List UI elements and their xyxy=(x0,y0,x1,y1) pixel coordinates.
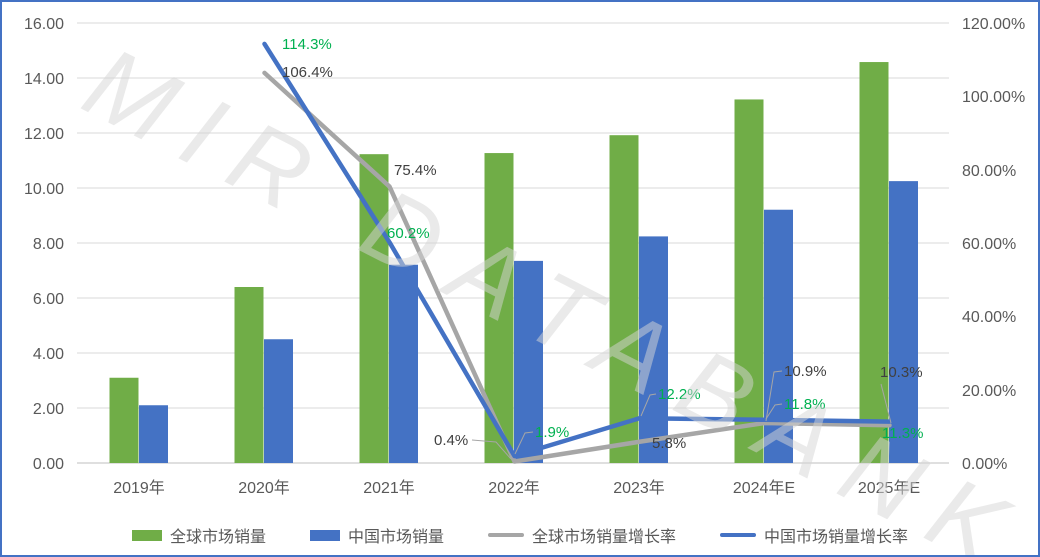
left-axis-tick: 6.00 xyxy=(33,291,64,308)
right-axis-tick: 40.00% xyxy=(962,309,1016,326)
data-label-global-2025: 10.3% xyxy=(880,364,923,381)
left-axis: 16.00 14.00 12.00 10.00 8.00 6.00 4.00 2… xyxy=(24,16,64,473)
bar-china-2022年 xyxy=(514,260,543,463)
chart-legend: 全球市场销量 中国市场销量 全球市场销量增长率 中国市场销量增长率 xyxy=(2,523,1038,547)
left-axis-tick: 14.00 xyxy=(24,71,64,88)
right-axis-tick: 120.00% xyxy=(962,16,1025,33)
data-label-global-2023: 5.8% xyxy=(652,435,686,452)
data-label-global-2020: 106.4% xyxy=(282,64,333,81)
legend-marker-global-bar xyxy=(131,529,162,541)
right-axis-tick: 20.00% xyxy=(962,383,1016,400)
line-series xyxy=(262,41,892,464)
bar-global-2023年 xyxy=(609,135,639,463)
global-growth-line xyxy=(262,70,892,464)
data-label-china-2024: 11.8% xyxy=(784,396,825,413)
x-axis-label: 2022年 xyxy=(488,479,540,497)
leader-global-2024 xyxy=(765,370,783,422)
x-axis: 2019年 2020年 2021年 2022年 2023年 2024年E 202… xyxy=(113,479,920,497)
data-label-china-2025: 11.3% xyxy=(882,425,923,442)
legend-label: 全球市场销量 xyxy=(169,529,266,546)
legend-label: 中国市场销量增长率 xyxy=(764,529,909,546)
legend-marker-china-line xyxy=(720,533,757,537)
bar-china-2020年 xyxy=(264,339,293,463)
data-label-china-2020: 114.3% xyxy=(282,36,332,53)
left-axis-tick: 16.00 xyxy=(24,16,64,33)
global-growth-labels: 106.4% 75.4% 0.4% 5.8% 10.9% 10.3% xyxy=(282,64,923,452)
legend-item-global-sales: 全球市场销量 xyxy=(131,523,266,547)
data-label-china-2023: 12.2% xyxy=(658,386,701,403)
left-axis-tick: 8.00 xyxy=(33,236,64,253)
right-axis-tick: 80.00% xyxy=(962,163,1016,180)
legend-marker-global-line xyxy=(488,533,524,537)
x-axis-label: 2019年 xyxy=(113,479,165,497)
label-leader-lines xyxy=(471,370,892,460)
china-growth-labels: 114.3% 60.2% 1.9% 12.2% 11.8% 11.3% xyxy=(282,36,923,442)
legend-item-china-growth: 中国市场销量增长率 xyxy=(720,523,908,547)
bar-china-2019年 xyxy=(139,405,168,463)
legend-item-global-growth: 全球市场销量增长率 xyxy=(488,523,676,547)
bar-global-2025年E xyxy=(859,62,889,464)
leader-china-2024 xyxy=(765,403,783,420)
right-axis-tick: 100.00% xyxy=(962,89,1025,106)
leader-global-2025 xyxy=(880,383,892,424)
bar-global-2020年 xyxy=(234,287,264,463)
data-label-china-2021: 60.2% xyxy=(387,225,430,242)
right-axis-tick: 60.00% xyxy=(962,236,1016,253)
x-axis-label: 2025年E xyxy=(858,479,920,497)
x-axis-label: 2023年 xyxy=(613,479,665,497)
leader-global-2022 xyxy=(471,439,512,460)
bar-global-2024年E xyxy=(734,99,764,463)
left-axis-tick: 0.00 xyxy=(33,456,64,473)
x-axis-label: 2020年 xyxy=(238,479,290,497)
left-axis-tick: 2.00 xyxy=(33,401,64,418)
china-growth-line xyxy=(262,41,892,459)
legend-marker-china-bar xyxy=(309,529,340,541)
right-axis-tick: 0.00% xyxy=(962,456,1007,473)
bar-global-2019年 xyxy=(109,377,139,463)
right-axis: 120.00% 100.00% 80.00% 60.00% 40.00% 20.… xyxy=(962,16,1025,473)
left-axis-tick: 10.00 xyxy=(24,181,64,198)
x-axis-label: 2024年E xyxy=(733,479,795,497)
bar-china-2023年 xyxy=(639,236,668,463)
data-label-global-2022: 0.4% xyxy=(434,432,468,449)
leader-china-2023 xyxy=(640,393,657,417)
left-axis-tick: 12.00 xyxy=(24,126,64,143)
data-label-global-2024: 10.9% xyxy=(784,363,827,380)
left-axis-tick: 4.00 xyxy=(33,346,64,363)
legend-item-china-sales: 中国市场销量 xyxy=(309,523,444,547)
data-label-china-2022: 1.9% xyxy=(535,424,569,441)
bar-china-2025年E xyxy=(889,181,918,463)
legend-label: 全球市场销量增长率 xyxy=(532,529,677,546)
data-label-global-2021: 75.4% xyxy=(394,162,437,179)
leader-china-2022 xyxy=(514,431,534,455)
x-axis-label: 2021年 xyxy=(363,479,415,497)
legend-label: 中国市场销量 xyxy=(347,529,444,546)
bar-china-2021年 xyxy=(389,264,418,463)
